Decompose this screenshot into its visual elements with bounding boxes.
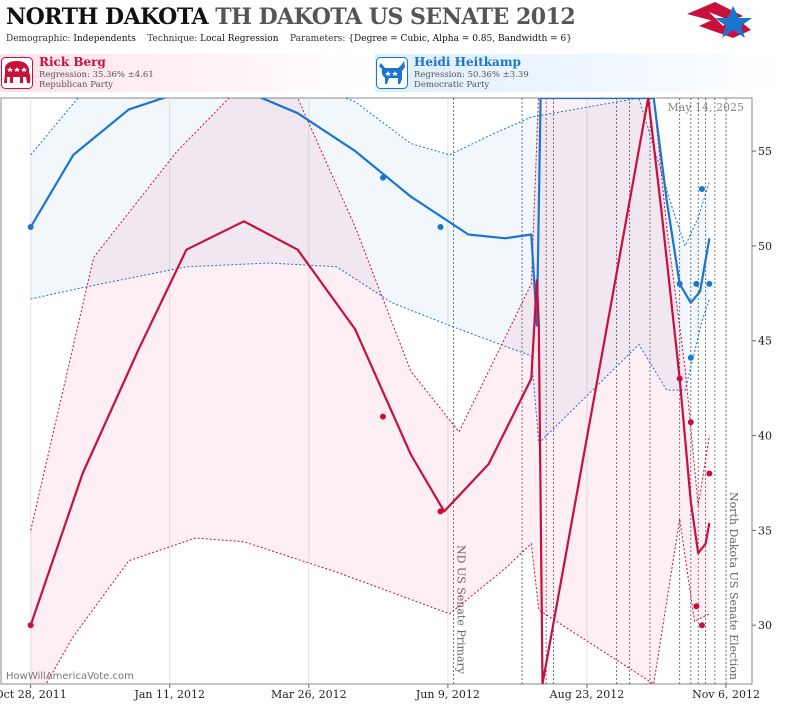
demographic-label: Demographic: [6, 34, 71, 44]
parameters-line: Demographic: Independents Technique: Loc… [6, 34, 572, 44]
watermark: HowWillAmericaVote.com [6, 671, 134, 682]
confidence-band [30, 98, 710, 684]
technique-label: Technique: [147, 34, 198, 44]
legend-item-heidi-heitkamp: Heidi Heitkamp Regression: 50.36% ±3.39 … [375, 54, 789, 92]
band-upper-line [30, 98, 710, 248]
site-logo-icon [687, 2, 752, 38]
parameters-value: {Degree = Cubic, Alpha = 0.85, Bandwidth… [348, 34, 572, 44]
republican-elephant-icon [1, 57, 33, 89]
series-layer [27, 98, 713, 684]
x-tick-label: Aug 23, 2012 [549, 688, 625, 701]
poll-point [706, 280, 713, 287]
poll-point [27, 223, 34, 230]
band-upper-line [30, 98, 710, 531]
poll-point [706, 470, 713, 477]
band-lower-line [30, 262, 710, 445]
y-tick-label: 30 [758, 619, 772, 632]
x-tick-label: Mar 26, 2012 [271, 688, 347, 701]
candidate-regression: Regression: 35.36% ±4.61 [39, 70, 154, 80]
poll-point [693, 280, 700, 287]
axis-layer: Oct 28, 2011 Jan 11, 2012 Mar 26, 2012 Jun … [0, 145, 772, 701]
event-layer: ND US Senate Primary North Dakota US Sena… [453, 98, 740, 684]
poll-point [676, 280, 683, 287]
y-tick-label: 40 [758, 430, 772, 443]
event-label: North Dakota US Senate Election [727, 492, 740, 680]
x-tick-label: Jan 11, 2012 [133, 688, 205, 701]
plot-frame [0, 97, 753, 685]
poll-point [687, 354, 694, 361]
title-main: NORTH DAKOTA [6, 4, 209, 30]
legend-item-rick-berg: Rick Berg Regression: 35.36% ±4.61 Repub… [0, 54, 375, 92]
poll-point [676, 375, 683, 382]
band-lower-line [45, 518, 710, 684]
candidate-legend: Rick Berg Regression: 35.36% ±4.61 Repub… [0, 52, 789, 96]
event-label: ND US Senate Primary [454, 545, 467, 675]
poll-point [27, 622, 34, 629]
technique-value: Local Regression [200, 34, 279, 44]
x-tick-label: Jun 9, 2012 [415, 688, 480, 701]
date-stamp: May 14, 2025 [667, 101, 744, 114]
poll-point [693, 603, 700, 610]
parameters-label: Parameters: [289, 34, 346, 44]
y-tick-label: 50 [758, 240, 772, 253]
y-tick-label: 55 [758, 145, 772, 158]
poll-point [437, 508, 444, 515]
poll-point [437, 223, 444, 230]
poll-point [379, 413, 386, 420]
poll-point [698, 622, 705, 629]
poll-point [379, 174, 386, 181]
poll-point [698, 186, 705, 193]
democratic-donkey-icon [376, 57, 408, 89]
candidate-party: Democratic Party [414, 80, 490, 90]
chart-header: NORTH DAKOTA TH DAKOTA US SENATE 2012 De… [0, 0, 789, 52]
x-tick-label: Oct 28, 2011 [0, 688, 67, 701]
y-tick-label: 45 [758, 335, 772, 348]
title-sub: TH DAKOTA US SENATE 2012 [215, 4, 576, 30]
page-title: NORTH DAKOTA TH DAKOTA US SENATE 2012 [6, 4, 576, 30]
demographic-value: Independents [73, 34, 136, 44]
poll-point [687, 419, 694, 426]
candidate-party: Republican Party [39, 80, 113, 90]
x-tick-label: Nov 6, 2012 [692, 688, 760, 701]
candidate-name: Heidi Heitkamp [414, 55, 521, 69]
regression-line [29, 98, 711, 684]
candidate-regression: Regression: 50.36% ±3.39 [414, 70, 529, 80]
y-tick-label: 35 [758, 524, 772, 537]
candidate-name: Rick Berg [39, 55, 106, 69]
